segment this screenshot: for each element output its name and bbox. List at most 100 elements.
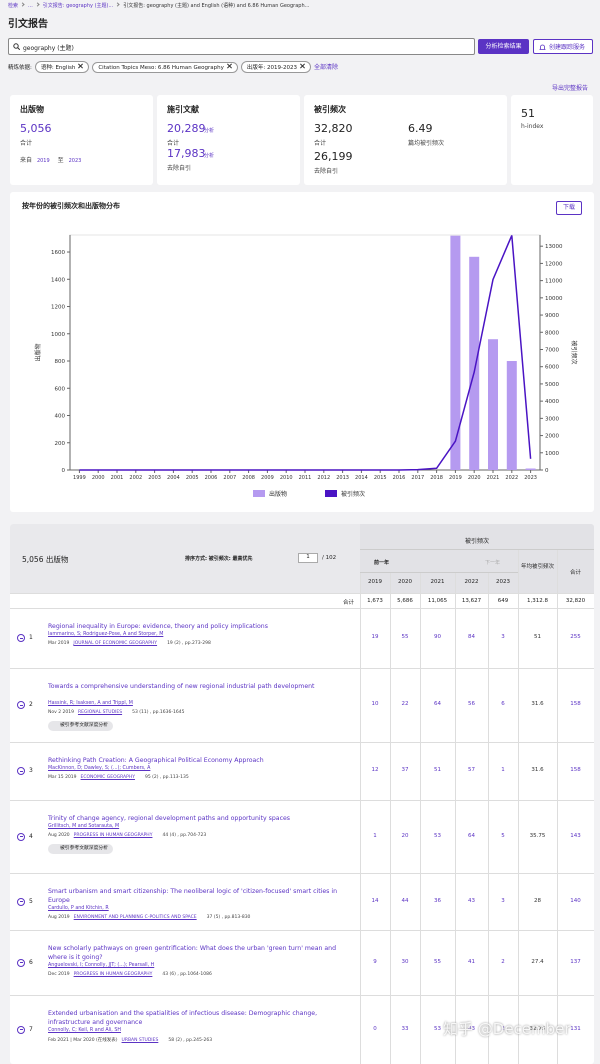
- from-year[interactable]: 2019: [36, 158, 50, 164]
- count-cell[interactable]: 143: [570, 832, 581, 839]
- count-cell[interactable]: 53: [434, 1025, 441, 1032]
- count-cell[interactable]: 55: [401, 634, 409, 640]
- deep-analysis-button[interactable]: 被引参考文献深度分析: [48, 844, 113, 854]
- collapse-icon[interactable]: [17, 634, 25, 642]
- count-cell[interactable]: 64: [434, 701, 441, 707]
- journal[interactable]: ENVIRONMENT AND PLANNING C-POLITICS AND …: [73, 915, 197, 920]
- authors[interactable]: MacKinnon, D; Dawley, S; (...); Cumbers,…: [48, 766, 151, 771]
- count-cell[interactable]: 137: [570, 958, 581, 965]
- filter-chip[interactable]: 出版年: 2019-2023: [240, 61, 311, 73]
- journal[interactable]: JOURNAL OF ECONOMIC GEOGRAPHY: [73, 641, 158, 646]
- count-cell[interactable]: 1: [373, 832, 377, 839]
- count-cell[interactable]: 3: [501, 897, 505, 904]
- deep-analysis-button[interactable]: 被引参考文献深度分析: [48, 721, 113, 731]
- journal[interactable]: REGIONAL STUDIES: [77, 710, 123, 715]
- count-cell[interactable]: 33: [401, 1025, 409, 1032]
- to-year[interactable]: 2023: [68, 158, 82, 164]
- analyze-button[interactable]: 分析检索结果: [478, 39, 529, 54]
- count-cell[interactable]: 131: [570, 1025, 581, 1032]
- count-cell[interactable]: 64: [468, 832, 475, 839]
- count-cell[interactable]: 2: [501, 1025, 505, 1032]
- count-cell[interactable]: 41: [468, 958, 475, 965]
- article-title[interactable]: Smart urbanism and smart citizenship: Th…: [48, 888, 338, 904]
- volume: 58 (2) , pp.245-263: [168, 1038, 213, 1043]
- count-cell[interactable]: 9: [373, 958, 377, 965]
- count-cell[interactable]: 3: [501, 634, 505, 640]
- search-box[interactable]: geography (主题): [8, 38, 475, 55]
- count-cell[interactable]: 19: [371, 634, 379, 640]
- article-title[interactable]: Trinity of change agency, regional devel…: [48, 815, 291, 822]
- count-cell[interactable]: 53: [434, 832, 441, 839]
- clear-all[interactable]: 全部清除: [313, 64, 338, 71]
- export-link[interactable]: 导出完整报告: [551, 85, 588, 92]
- count-cell[interactable]: 12: [371, 767, 379, 773]
- count-cell[interactable]: 30: [401, 958, 409, 965]
- journal[interactable]: PROGRESS IN HUMAN GEOGRAPHY: [73, 833, 153, 838]
- page-input[interactable]: 1: [298, 553, 318, 563]
- count-cell[interactable]: 55: [434, 958, 441, 965]
- count-cell[interactable]: 44: [401, 897, 409, 904]
- count-cell[interactable]: 22: [401, 701, 409, 707]
- count-cell[interactable]: 51: [434, 767, 441, 773]
- crumb[interactable]: 引文报告: geography (主题)...: [42, 3, 114, 9]
- count-cell[interactable]: 14: [371, 897, 379, 904]
- article-title[interactable]: Extended urbanisation and the spatialiti…: [48, 1010, 318, 1026]
- count-cell[interactable]: 43: [468, 897, 475, 904]
- y-tick-label: 600: [55, 386, 66, 392]
- journal[interactable]: ECONOMIC GEOGRAPHY: [80, 775, 135, 780]
- authors[interactable]: Connolly, C; Keil, R and Ali, SH: [48, 1028, 121, 1033]
- authors[interactable]: Anguelovski, I; Connolly, JJT; (...); Pe…: [48, 963, 155, 968]
- sort-select[interactable]: 排序方式: 被引频次: 最高优先: [185, 556, 253, 562]
- collapse-icon[interactable]: [17, 958, 25, 967]
- authors[interactable]: Iammarino, S; Rodriguez-Pose, A and Stor…: [48, 632, 164, 637]
- prev-year[interactable]: 前一年: [374, 560, 390, 566]
- count-cell[interactable]: 158: [570, 767, 581, 773]
- count-cell[interactable]: 1: [501, 767, 505, 773]
- count-cell[interactable]: 2: [501, 958, 505, 965]
- analyze-link[interactable]: 分析: [204, 153, 215, 159]
- authors[interactable]: Hassink, R; Isaksen, A and Trippl, M: [48, 701, 133, 706]
- journal[interactable]: URBAN STUDIES: [121, 1038, 159, 1043]
- filter-chip[interactable]: 语种: English: [34, 61, 90, 73]
- download-button[interactable]: 下载: [556, 201, 582, 215]
- authors[interactable]: Cardullo, P and Kitchin, R: [48, 906, 109, 911]
- analyze-link[interactable]: 分析: [204, 128, 215, 134]
- count-cell[interactable]: 43: [468, 1025, 475, 1032]
- date: Feb 2021 | Mar 2020 (在线发表): [48, 1038, 118, 1043]
- article-title[interactable]: Towards a comprehensive understanding of…: [48, 683, 315, 690]
- alert-button[interactable]: 创建跟踪服务: [533, 39, 593, 54]
- count-cell[interactable]: 84: [468, 634, 475, 640]
- count-cell[interactable]: 20: [401, 832, 409, 839]
- count-cell[interactable]: 37: [401, 767, 409, 773]
- breadcrumb: 检索... 引文报告: geography (主题)... 引文报告: geogra…: [8, 2, 309, 9]
- article-title[interactable]: New scholarly pathways on green gentrifi…: [48, 945, 337, 961]
- count-cell[interactable]: 6: [501, 701, 505, 707]
- count-cell[interactable]: 255: [570, 634, 581, 640]
- button-label: 被引参考文献深度分析: [60, 846, 108, 851]
- crumb[interactable]: ...: [28, 3, 33, 9]
- count-cell[interactable]: 0: [373, 1025, 377, 1032]
- authors[interactable]: Grillitsch, M and Sotarauta, M: [48, 824, 120, 829]
- collapse-icon[interactable]: [17, 1025, 25, 1034]
- crumb[interactable]: 检索: [8, 3, 19, 9]
- count-cell[interactable]: 90: [434, 634, 441, 640]
- collapse-icon[interactable]: [17, 767, 25, 775]
- journal[interactable]: PROGRESS IN HUMAN GEOGRAPHY: [73, 972, 153, 977]
- count-cell[interactable]: 158: [570, 701, 581, 707]
- count-cell[interactable]: 5: [501, 832, 505, 839]
- filter-chip[interactable]: Citation Topics Meso: 6.86 Human Geograp…: [92, 62, 238, 73]
- x-tick-label: 2017: [411, 475, 424, 481]
- search-query: geography (主题): [23, 45, 74, 52]
- article-title[interactable]: Regional inequality in Europe: evidence,…: [48, 623, 268, 630]
- article-title[interactable]: Rethinking Path Creation: A Geographical…: [48, 757, 264, 764]
- y-tick-label: 800: [55, 359, 66, 365]
- card-caption: 去除自引: [167, 165, 192, 172]
- collapse-icon[interactable]: [17, 701, 25, 709]
- count-cell[interactable]: 57: [468, 767, 475, 773]
- count-cell[interactable]: 56: [468, 701, 475, 707]
- collapse-icon[interactable]: [17, 832, 25, 841]
- count-cell[interactable]: 140: [570, 897, 581, 904]
- count-cell[interactable]: 36: [434, 897, 441, 904]
- collapse-icon[interactable]: [17, 897, 25, 906]
- count-cell[interactable]: 10: [371, 701, 379, 707]
